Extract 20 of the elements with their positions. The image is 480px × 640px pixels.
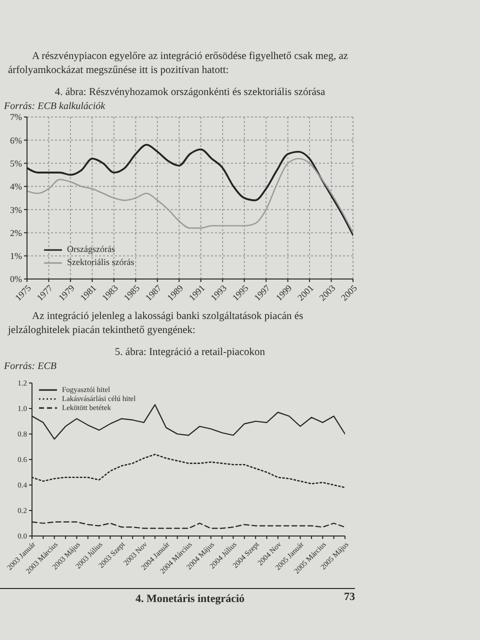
chart-title: 4. ábra: Részvényhozamok országonkénti és szektoriális szórása <box>54 87 326 98</box>
text: 73 <box>343 591 355 603</box>
y-tick-label: 6% <box>10 135 22 146</box>
y-tick-label: 0% <box>10 274 22 284</box>
legend-label: Szektoriális szórás <box>67 256 134 269</box>
y-tick-label: 4% <box>10 182 22 192</box>
text: 4. Monetáris integráció <box>134 593 246 605</box>
y-tick-label: 2% <box>10 228 22 238</box>
x-tick-label: 1989 <box>165 282 186 303</box>
y-tick-label: 7% <box>10 112 22 122</box>
y-tick-label: 1% <box>10 251 22 262</box>
x-tick-label: 1993 <box>208 282 229 303</box>
text: Forrás: ECB kalkulációk <box>4 101 106 112</box>
text: A részvénypiacon egyelőre az integráció erősödése figyelhető csak meg, az árfolyamkockázat megszűnése itt is pozitívan hatott: <box>8 50 350 78</box>
legend-label: Országszórás <box>67 243 115 256</box>
text: Forrás: ECB <box>4 361 58 372</box>
chart-title: 5. ábra: Integráció a retail-piacokon <box>114 347 266 358</box>
y-tick-label: 5% <box>10 158 22 168</box>
y-tick-label: 3% <box>10 204 22 215</box>
text: Az integráció jelenleg a lakossági banki szolgáltatások piacán és jelzáloghitelek piacán tekinthető gyengének: <box>8 310 304 338</box>
